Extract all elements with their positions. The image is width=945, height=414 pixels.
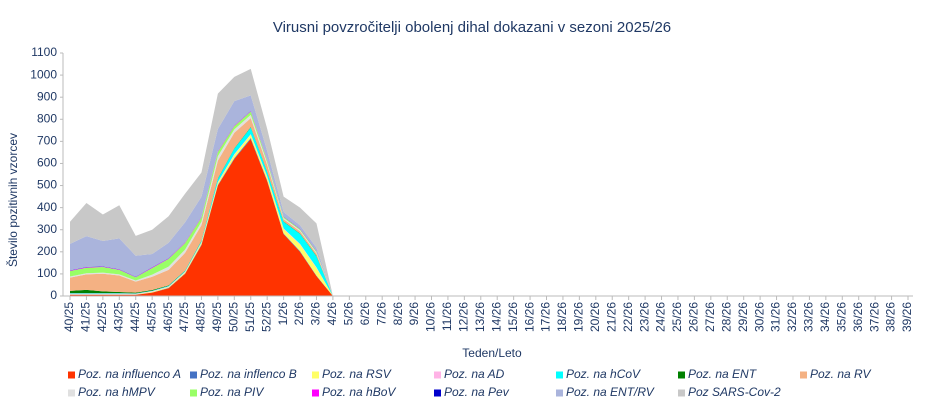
x-tick-label: 6/26 [358, 302, 372, 326]
x-tick-label: 52/25 [259, 302, 273, 332]
x-tick-label: 41/25 [79, 302, 93, 332]
x-tick-label: 14/26 [489, 302, 503, 332]
legend-swatch [678, 389, 685, 397]
legend-swatch [800, 371, 807, 379]
x-tick-label: 16/26 [522, 302, 536, 332]
legend-label: Poz. na hMPV [78, 385, 156, 399]
x-tick-label: 10/26 [424, 302, 438, 332]
legend-swatch [68, 371, 75, 379]
legend-swatch [190, 371, 197, 379]
legend-label: Poz. na inflenco B [200, 367, 297, 381]
x-tick-label: 3/26 [309, 302, 323, 326]
x-tick-label: 31/26 [769, 302, 783, 332]
x-tick-label: 11/26 [440, 302, 454, 331]
x-tick-label: 15/26 [506, 302, 520, 332]
x-tick-label: 49/25 [210, 302, 224, 332]
area [70, 68, 333, 296]
x-tick-label: 36/26 [851, 302, 865, 332]
x-tick-label: 2/26 [292, 302, 306, 326]
y-tick-label: 400 [37, 200, 57, 214]
x-tick-label: 42/25 [95, 302, 109, 332]
legend-label: Poz. na AD [444, 367, 505, 381]
y-tick-label: 900 [37, 89, 57, 103]
x-tick-label: 12/26 [457, 302, 471, 332]
x-tick-label: 25/26 [670, 302, 684, 332]
legend-swatch [190, 389, 197, 397]
legend-swatch [678, 371, 685, 379]
x-tick-label: 23/26 [637, 302, 651, 332]
x-tick-label: 13/26 [473, 302, 487, 332]
legend-label: Poz. na ENT/RV [566, 385, 655, 399]
x-tick-label: 9/26 [407, 302, 421, 326]
legend-swatch [434, 371, 441, 379]
x-tick-label: 4/26 [325, 302, 339, 326]
y-tick-label: 1100 [31, 45, 57, 59]
y-tick-label: 1000 [30, 67, 57, 81]
x-tick-label: 18/26 [555, 302, 569, 332]
y-tick-label: 300 [37, 222, 57, 236]
legend-label: Poz. na PIV [200, 385, 264, 399]
x-tick-label: 39/26 [900, 302, 914, 332]
x-tick-label: 44/25 [128, 302, 142, 332]
legend-swatch [68, 389, 75, 397]
x-tick-label: 38/26 [884, 302, 898, 332]
x-tick-label: 51/25 [243, 302, 257, 332]
x-tick-label: 48/25 [194, 302, 208, 332]
y-tick-label: 0 [50, 288, 57, 302]
x-tick-label: 21/26 [604, 302, 618, 332]
legend-swatch [434, 389, 441, 397]
legend-label: Poz. na hBoV [322, 385, 396, 399]
x-tick-label: 35/26 [834, 302, 848, 332]
x-tick-label: 50/25 [226, 302, 240, 332]
legend-label: Poz SARS-Cov-2 [688, 385, 781, 399]
x-tick-label: 17/26 [539, 302, 553, 332]
legend-swatch [312, 371, 319, 379]
legend-label: Poz. na influenco A [78, 367, 181, 381]
legend-label: Poz. na Pev [444, 385, 510, 399]
x-tick-label: 20/26 [588, 302, 602, 332]
legend-swatch [312, 389, 319, 397]
chart-title: Virusni povzročitelji obolenj dihal doka… [273, 19, 671, 36]
y-tick-label: 700 [37, 134, 57, 148]
area [70, 118, 333, 296]
x-tick-label: 32/26 [785, 302, 799, 332]
y-axis-label: Število pozitivnih vzorcev [5, 133, 20, 267]
x-tick-label: 47/25 [177, 302, 191, 332]
x-tick-label: 1/26 [276, 302, 290, 326]
legend-swatch [556, 371, 563, 379]
x-tick-label: 30/26 [752, 302, 766, 332]
x-tick-label: 26/26 [687, 302, 701, 332]
x-tick-label: 33/26 [802, 302, 816, 332]
x-axis-label: Teden/Leto [462, 346, 522, 360]
y-tick-label: 500 [37, 178, 57, 192]
x-tick-label: 7/26 [374, 302, 388, 326]
x-tick-label: 22/26 [621, 302, 635, 332]
x-tick-label: 40/25 [62, 302, 76, 332]
y-tick-label: 100 [37, 266, 57, 280]
x-tick-label: 8/26 [391, 302, 405, 326]
x-tick-label: 29/26 [736, 302, 750, 332]
y-tick-label: 600 [37, 156, 57, 170]
x-tick-label: 46/25 [161, 302, 175, 332]
x-tick-label: 45/25 [144, 302, 158, 332]
x-tick-label: 28/26 [719, 302, 733, 332]
x-tick-label: 43/25 [111, 302, 125, 332]
y-tick-label: 800 [37, 111, 57, 125]
legend-swatch [556, 389, 563, 397]
legend-label: Poz. na hCoV [566, 367, 641, 381]
x-tick-label: 5/26 [342, 302, 356, 326]
legend-label: Poz. na RSV [322, 367, 392, 381]
x-tick-label: 37/26 [867, 302, 881, 332]
y-tick-label: 200 [37, 244, 57, 258]
legend-label: Poz. na RV [810, 367, 871, 381]
area [70, 139, 333, 296]
x-tick-label: 34/26 [818, 302, 832, 332]
legend-label: Poz. na ENT [688, 367, 758, 381]
x-tick-label: 27/26 [703, 302, 717, 332]
area [70, 127, 333, 296]
x-tick-label: 19/26 [572, 302, 586, 332]
x-tick-label: 24/26 [654, 302, 668, 332]
